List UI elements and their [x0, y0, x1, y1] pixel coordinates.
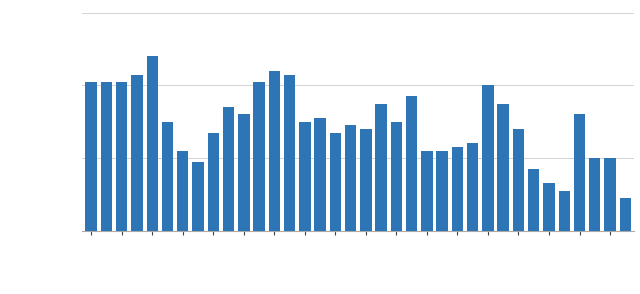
Bar	[345, 125, 356, 230]
Bar	[253, 82, 265, 230]
Bar	[452, 147, 463, 230]
Bar	[360, 129, 372, 230]
Bar	[543, 183, 555, 230]
Bar	[436, 151, 448, 230]
Bar	[497, 103, 509, 230]
Bar	[284, 74, 295, 230]
Bar	[162, 122, 173, 230]
Bar	[620, 198, 631, 230]
Bar	[406, 96, 417, 230]
Bar	[574, 114, 585, 230]
Bar	[330, 133, 341, 230]
Bar	[376, 103, 387, 230]
Bar	[192, 162, 204, 230]
Bar	[86, 82, 97, 230]
Bar	[100, 82, 112, 230]
Bar	[269, 71, 280, 230]
Bar	[528, 169, 540, 230]
Bar	[223, 107, 234, 230]
Bar	[589, 158, 600, 230]
Bar	[467, 143, 479, 230]
Bar	[559, 191, 570, 230]
Bar	[482, 85, 493, 230]
Bar	[238, 114, 250, 230]
Bar	[131, 74, 143, 230]
Bar	[299, 122, 310, 230]
Bar	[147, 56, 158, 230]
Bar	[314, 118, 326, 230]
Bar	[177, 151, 188, 230]
Bar	[604, 158, 616, 230]
Bar	[116, 82, 127, 230]
Bar	[421, 151, 433, 230]
Bar	[207, 133, 219, 230]
Bar	[390, 122, 402, 230]
Bar	[513, 129, 524, 230]
